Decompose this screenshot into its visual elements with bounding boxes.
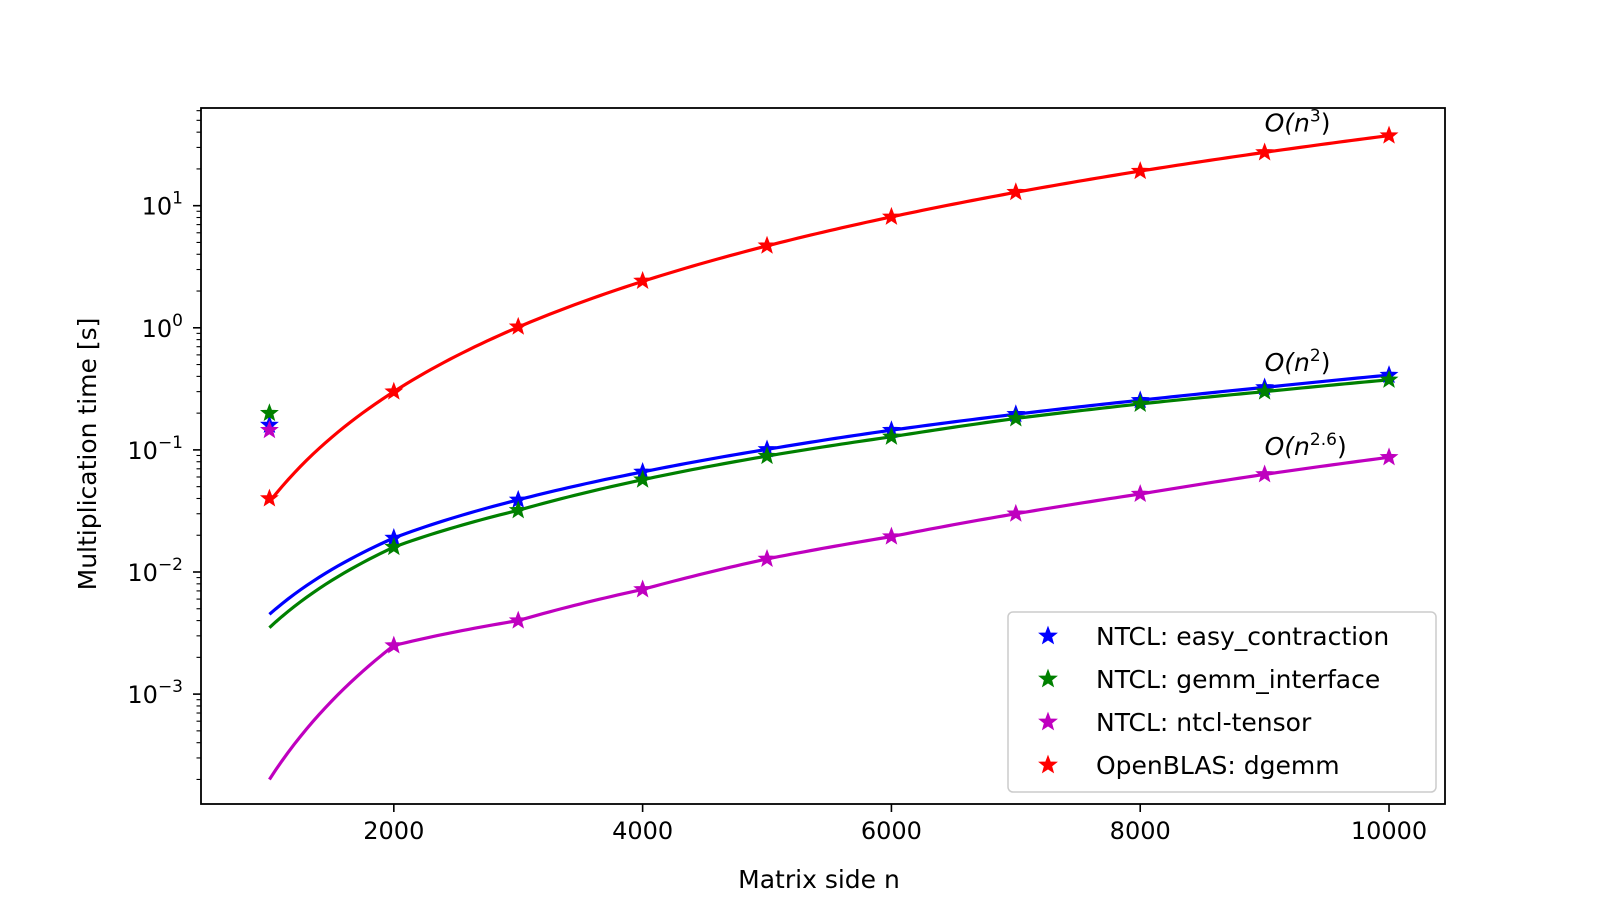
marker-ntcl-gemm-interface-4000 bbox=[633, 469, 653, 488]
legend-marker-openblas-dgemm bbox=[1038, 754, 1058, 774]
marker-openblas-dgemm-10000 bbox=[1379, 125, 1399, 144]
x-axis-label: Matrix side n bbox=[738, 865, 900, 894]
marker-ntcl-ntcl-tensor-4000 bbox=[633, 579, 653, 598]
marker-ntcl-gemm-interface-9000 bbox=[1255, 381, 1275, 400]
marker-ntcl-gemm-interface-10000 bbox=[1379, 369, 1399, 388]
marker-openblas-dgemm-3000 bbox=[508, 316, 528, 335]
x-tick-label-2000: 2000 bbox=[363, 817, 424, 845]
marker-ntcl-gemm-interface-6000 bbox=[881, 426, 901, 445]
axes: 2000 4000 6000 8000 10000 101 100 10−1 10−2 10−3 bbox=[127, 107, 1446, 845]
legend-label-openblas-dgemm: OpenBLAS: dgemm bbox=[1096, 751, 1340, 780]
marker-ntcl-gemm-interface-7000 bbox=[1006, 408, 1026, 427]
x-tick-label-8000: 8000 bbox=[1110, 817, 1171, 845]
fit-line-ntcl-easy-contraction bbox=[268, 373, 1390, 616]
x-tick-label-6000: 6000 bbox=[861, 817, 922, 845]
plot-area bbox=[268, 134, 1390, 781]
marker-openblas-dgemm-2000 bbox=[384, 381, 404, 400]
legend-marker-ntcl-easy-contraction bbox=[1038, 625, 1058, 645]
y-tick-label--3: 10−3 bbox=[127, 677, 183, 709]
marker-ntcl-gemm-interface-8000 bbox=[1130, 393, 1150, 412]
y-axis-label: Multiplication time [s] bbox=[73, 318, 102, 591]
marker-openblas-dgemm-5000 bbox=[757, 235, 777, 254]
marker-openblas-dgemm-7000 bbox=[1006, 182, 1026, 201]
y-tick-label-1: 101 bbox=[142, 189, 183, 221]
legend-label-ntcl-gemm-interface: NTCL: gemm_interface bbox=[1096, 665, 1380, 694]
x-tick-label-4000: 4000 bbox=[612, 817, 673, 845]
marker-ntcl-ntcl-tensor-3000 bbox=[508, 610, 528, 629]
marker-ntcl-gemm-interface-3000 bbox=[508, 500, 528, 519]
marker-ntcl-ntcl-tensor-1000 bbox=[259, 420, 279, 439]
fit-line-ntcl-gemm-interface bbox=[268, 378, 1390, 629]
fit-line-ntcl-ntcl-tensor bbox=[268, 455, 1390, 781]
annotation-complexity: O(n2.6) bbox=[1265, 430, 1347, 461]
y-tick-label--2: 10−2 bbox=[127, 555, 183, 587]
marker-ntcl-ntcl-tensor-9000 bbox=[1255, 464, 1275, 483]
annotations: O(n3) O(n2) O(n2.6) bbox=[1265, 107, 1347, 462]
legend-label-ntcl-easy-contraction: NTCL: easy_contraction bbox=[1096, 622, 1389, 651]
marker-ntcl-gemm-interface-2000 bbox=[384, 537, 404, 556]
marker-ntcl-ntcl-tensor-2000 bbox=[384, 635, 404, 654]
marker-openblas-dgemm-6000 bbox=[881, 206, 901, 225]
marker-openblas-dgemm-9000 bbox=[1255, 142, 1275, 161]
legend-label-ntcl-ntcl-tensor: NTCL: ntcl-tensor bbox=[1096, 708, 1312, 737]
marker-ntcl-gemm-interface-5000 bbox=[757, 446, 777, 465]
legend: NTCL: easy_contraction NTCL: gemm_interfa… bbox=[1007, 611, 1437, 793]
annotation-complexity: O(n2) bbox=[1265, 346, 1331, 377]
marker-openblas-dgemm-8000 bbox=[1130, 161, 1150, 180]
annotation-complexity: O(n3) bbox=[1265, 107, 1331, 138]
legend-marker-ntcl-ntcl-tensor bbox=[1038, 711, 1058, 731]
marker-ntcl-ntcl-tensor-7000 bbox=[1006, 503, 1026, 522]
marker-ntcl-ntcl-tensor-8000 bbox=[1130, 484, 1150, 503]
marker-ntcl-ntcl-tensor-10000 bbox=[1379, 447, 1399, 466]
y-tick-label--1: 10−1 bbox=[127, 433, 183, 465]
y-tick-label-0: 100 bbox=[142, 311, 183, 343]
marker-openblas-dgemm-1000 bbox=[259, 488, 279, 507]
legend-marker-ntcl-gemm-interface bbox=[1038, 668, 1058, 688]
fit-line-openblas-dgemm bbox=[268, 134, 1390, 503]
data-markers bbox=[259, 125, 1399, 654]
marker-ntcl-gemm-interface-1000 bbox=[259, 403, 279, 422]
x-tick-label-10000: 10000 bbox=[1351, 817, 1427, 845]
marker-ntcl-ntcl-tensor-6000 bbox=[881, 526, 901, 545]
legend-box bbox=[1007, 611, 1437, 793]
marker-openblas-dgemm-4000 bbox=[633, 270, 653, 289]
marker-ntcl-ntcl-tensor-5000 bbox=[757, 548, 777, 567]
